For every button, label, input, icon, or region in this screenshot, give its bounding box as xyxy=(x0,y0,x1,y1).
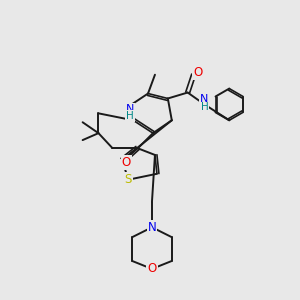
Text: O: O xyxy=(193,66,202,79)
Text: O: O xyxy=(122,156,131,170)
Text: S: S xyxy=(124,173,132,186)
Text: H: H xyxy=(201,102,208,112)
Text: N: N xyxy=(148,221,156,234)
Text: H: H xyxy=(126,111,134,121)
Text: O: O xyxy=(147,262,157,275)
Text: N: N xyxy=(200,94,209,104)
Text: N: N xyxy=(126,104,134,114)
